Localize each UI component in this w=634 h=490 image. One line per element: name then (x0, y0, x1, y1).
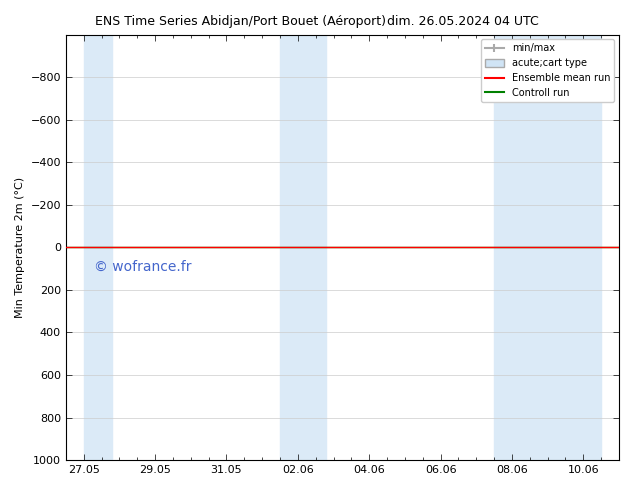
Y-axis label: Min Temperature 2m (°C): Min Temperature 2m (°C) (15, 177, 25, 318)
Bar (84, 35, 112, 460)
Text: ENS Time Series Abidjan/Port Bouet (Aéroport): ENS Time Series Abidjan/Port Bouet (Aéro… (95, 15, 386, 28)
Legend: min/max, acute;cart type, Ensemble mean run, Controll run: min/max, acute;cart type, Ensemble mean … (481, 40, 614, 102)
Bar (494, 35, 601, 460)
Text: © wofrance.fr: © wofrance.fr (94, 260, 191, 274)
Bar (280, 35, 327, 460)
Text: dim. 26.05.2024 04 UTC: dim. 26.05.2024 04 UTC (387, 15, 539, 28)
